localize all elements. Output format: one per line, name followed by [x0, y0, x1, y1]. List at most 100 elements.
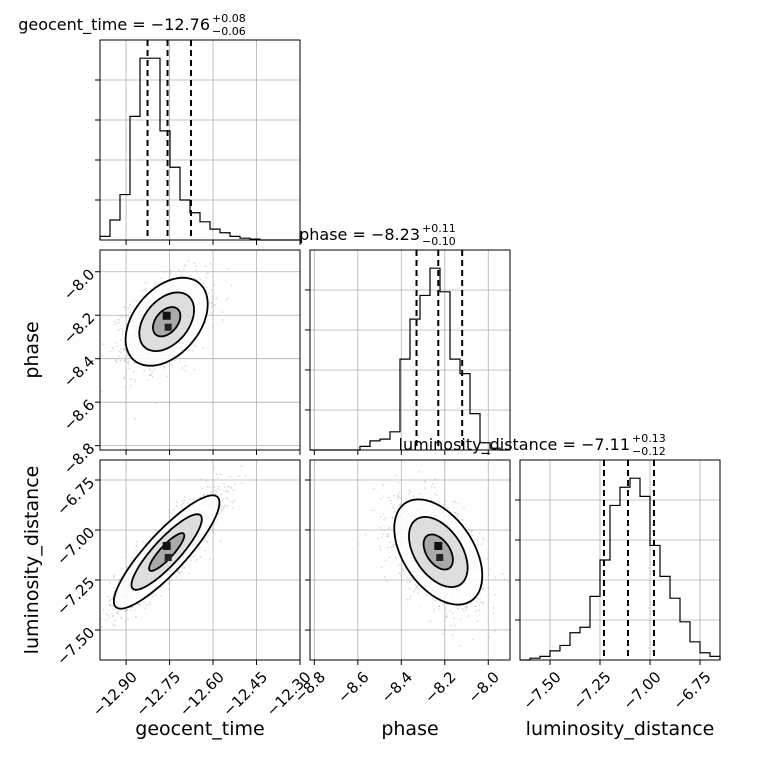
- sample-point: [115, 612, 118, 615]
- sample-point: [189, 275, 192, 277]
- sample-point: [433, 486, 436, 489]
- sample-point: [144, 541, 147, 544]
- sample-point: [149, 536, 152, 539]
- x-tick-label: −8.6: [334, 668, 372, 706]
- sample-point: [118, 578, 121, 581]
- sample-point: [219, 507, 222, 510]
- sample-point: [452, 501, 455, 503]
- sample-point: [228, 485, 231, 488]
- sample-point: [134, 609, 136, 612]
- sample-point: [132, 557, 134, 559]
- sample-point: [201, 487, 204, 490]
- sample-point: [109, 599, 112, 601]
- sample-point: [390, 546, 393, 549]
- x-tick-label: −12.90: [89, 668, 141, 720]
- sample-point: [183, 566, 186, 569]
- sample-point: [476, 620, 479, 623]
- sample-point: [454, 624, 457, 627]
- sample-point: [224, 486, 226, 489]
- sample-point: [205, 286, 208, 289]
- sample-point: [128, 304, 131, 306]
- sample-point: [405, 576, 408, 579]
- sample-point: [418, 587, 420, 590]
- sample-point: [393, 543, 396, 546]
- sample-point: [212, 531, 215, 534]
- sample-point: [225, 497, 228, 499]
- sample-point: [184, 499, 187, 502]
- y-tick-label: −8.4: [60, 352, 98, 390]
- sample-point: [465, 608, 468, 611]
- sample-point: [380, 566, 383, 569]
- sample-point: [437, 608, 440, 611]
- sample-point: [160, 586, 162, 589]
- scatter-grid: [310, 460, 510, 660]
- sample-point: [124, 348, 127, 351]
- sample-point: [149, 374, 152, 376]
- sample-point: [188, 572, 191, 575]
- hist-axes-luminosity_distance: [519, 459, 721, 661]
- scatter-grid: [100, 460, 301, 660]
- sample-point: [450, 624, 453, 627]
- sample-point: [492, 612, 495, 615]
- sample-point: [441, 633, 444, 635]
- x-tick-label: −8.4: [378, 668, 416, 706]
- sample-point: [372, 487, 375, 490]
- sample-point: [230, 284, 233, 287]
- sample-point: [120, 328, 123, 330]
- sample-point: [224, 504, 227, 507]
- sample-point: [358, 543, 361, 545]
- sample-point: [212, 304, 215, 307]
- sample-point: [175, 576, 178, 579]
- sample-point: [139, 604, 142, 606]
- sample-point: [400, 575, 403, 577]
- sample-point: [424, 481, 427, 484]
- sample-point: [233, 482, 236, 485]
- sample-point: [179, 572, 182, 575]
- sample-point: [135, 299, 137, 302]
- sample-point: [434, 478, 437, 481]
- sample-point: [418, 605, 421, 608]
- sample-point: [143, 369, 145, 372]
- title-main: luminosity_distance = −7.11: [399, 435, 630, 455]
- scatter-axes: [309, 459, 511, 661]
- sample-point: [131, 606, 134, 609]
- sample-point: [398, 491, 401, 494]
- sample-point: [229, 501, 232, 504]
- sample-point: [213, 523, 216, 526]
- x-tick-label: −8.0: [465, 668, 503, 706]
- title-sub: −0.12: [632, 445, 666, 458]
- sample-point: [206, 486, 209, 489]
- sample-point: [387, 528, 390, 530]
- sample-point: [232, 489, 235, 491]
- sample-point: [126, 354, 129, 357]
- sample-point: [223, 505, 226, 508]
- sample-point: [144, 281, 147, 284]
- sample-point: [192, 344, 195, 347]
- sample-point: [438, 605, 441, 608]
- sample-point: [163, 367, 165, 369]
- scatter-axes: [99, 459, 301, 661]
- sample-point: [205, 540, 208, 543]
- sample-point: [176, 570, 179, 573]
- sample-point: [457, 607, 460, 610]
- sample-point: [233, 499, 236, 502]
- sample-point: [406, 598, 409, 601]
- sample-point: [408, 587, 411, 590]
- sample-point: [112, 594, 115, 596]
- sample-point: [183, 495, 186, 498]
- sample-point: [207, 534, 209, 536]
- sample-point: [238, 475, 240, 478]
- sample-point: [412, 495, 415, 498]
- sample-point: [184, 263, 187, 266]
- sample-point: [442, 503, 445, 506]
- sample-point: [391, 517, 394, 520]
- sample-point: [210, 491, 213, 493]
- sample-point: [187, 348, 190, 350]
- sample-point: [215, 473, 218, 476]
- density-peak: [434, 542, 443, 550]
- sample-point: [208, 292, 211, 294]
- sample-point: [223, 482, 225, 485]
- sample-point: [205, 273, 208, 275]
- sample-point: [199, 278, 202, 281]
- sample-point: [415, 586, 418, 589]
